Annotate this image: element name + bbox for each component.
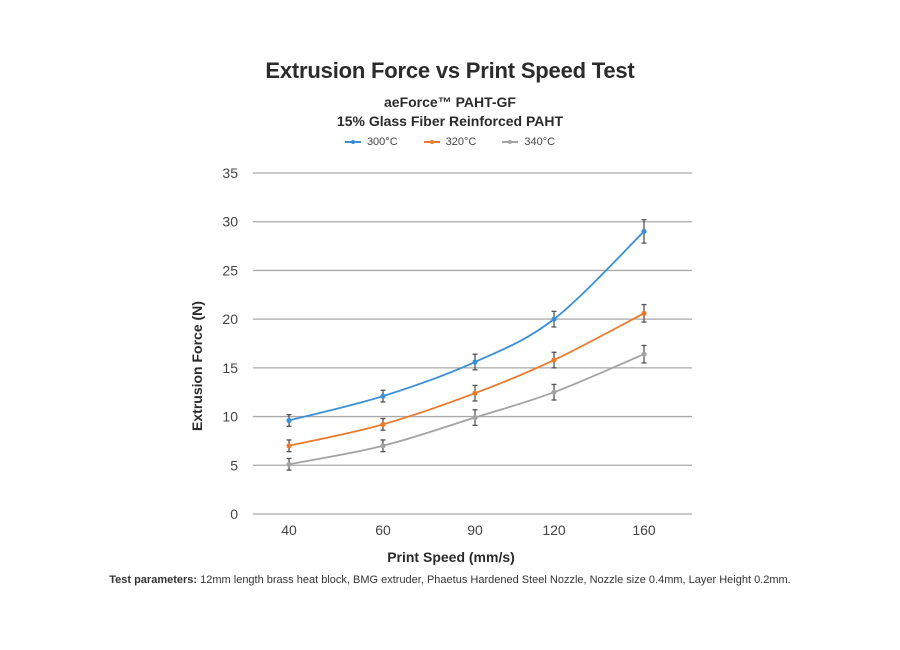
x-tick-label: 160 xyxy=(632,522,656,538)
data-point xyxy=(472,414,478,421)
chart-subtitle-product: aeForce™ PAHT-GF xyxy=(384,94,516,110)
data-point xyxy=(380,393,386,399)
y-tick-label: 30 xyxy=(222,214,238,230)
x-axis-label: Print Speed (mm/s) xyxy=(387,549,515,565)
series-line xyxy=(288,230,645,422)
series-line xyxy=(288,312,645,447)
test-parameters-footnote: Test parameters: 12mm length brass heat … xyxy=(0,574,900,586)
x-tick-label: 40 xyxy=(281,522,297,538)
legend-swatch-320 xyxy=(423,139,440,144)
data-point xyxy=(551,389,557,395)
data-point xyxy=(286,443,292,449)
y-tick-label: 25 xyxy=(222,262,238,278)
x-tick-label: 120 xyxy=(542,522,566,538)
x-tick-label: 60 xyxy=(375,522,391,538)
y-tick-label: 0 xyxy=(230,506,238,522)
x-tick-label: 90 xyxy=(467,522,483,538)
data-point xyxy=(286,461,292,467)
y-tick-label: 15 xyxy=(222,360,238,376)
series-340C xyxy=(286,344,647,471)
legend-item-340: 340°C xyxy=(502,136,555,148)
legend-label-300: 300°C xyxy=(366,136,398,148)
data-point xyxy=(641,310,647,316)
data-point xyxy=(286,417,292,424)
chart-subtitle-material: 15% Glass Fiber Reinforced PAHT xyxy=(336,113,564,129)
footnote-label: Test parameters: xyxy=(109,574,198,586)
series-300C xyxy=(286,219,647,427)
data-point xyxy=(551,316,557,322)
legend-item-300: 300°C xyxy=(344,136,398,148)
footnote-text: 12mm length brass heat block, BMG extrud… xyxy=(197,574,791,586)
legend-swatch-300 xyxy=(344,139,361,144)
y-tick-label: 35 xyxy=(222,165,238,181)
y-tick-label: 10 xyxy=(222,409,238,425)
y-tick-label: 20 xyxy=(222,311,238,327)
data-point xyxy=(641,351,647,357)
data-point xyxy=(380,443,386,449)
series-320C xyxy=(286,303,647,453)
data-point xyxy=(472,390,478,396)
data-point xyxy=(472,359,478,365)
legend-label-340: 340°C xyxy=(524,136,556,148)
legend-label-320: 320°C xyxy=(445,136,477,148)
series-line xyxy=(288,353,645,466)
legend-item-320: 320°C xyxy=(423,136,477,148)
legend: 300°C 320°C 340°C xyxy=(0,136,900,148)
legend-swatch-340 xyxy=(502,139,519,144)
data-point xyxy=(380,421,386,427)
y-axis-label: Extrusion Force (N) xyxy=(189,301,205,431)
chart-title: Extrusion Force vs Print Speed Test xyxy=(265,58,635,83)
data-point xyxy=(641,228,647,235)
y-tick-label: 5 xyxy=(230,457,238,473)
data-point xyxy=(551,357,557,363)
